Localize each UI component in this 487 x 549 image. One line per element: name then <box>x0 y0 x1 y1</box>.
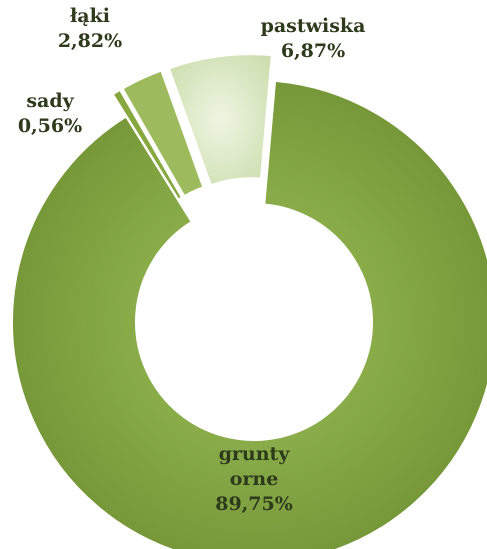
slice-label-grunty-orne: grunty orne 89,75% <box>215 443 293 515</box>
slice-name-label: sady <box>26 90 74 112</box>
slice-name-label: grunty <box>219 443 291 465</box>
slice-pastwiska <box>167 53 273 187</box>
slice-grunty-orne <box>11 79 487 549</box>
slice-name-label: orne <box>230 468 279 490</box>
slice-label-pastwiska: pastwiska 6,87% <box>261 15 366 62</box>
slice-value-label: 89,75% <box>215 493 293 515</box>
slice-value-label: 2,82% <box>58 30 122 52</box>
slice-łąki <box>121 69 205 198</box>
slice-label-sady: sady 0,56% <box>18 90 82 137</box>
slice-value-label: 0,56% <box>18 115 82 137</box>
slice-name-label: pastwiska <box>261 15 366 37</box>
slice-label-łąki: łąki 2,82% <box>58 5 122 52</box>
slice-name-label: łąki <box>70 5 110 27</box>
slice-sady <box>111 88 184 201</box>
slice-value-label: 6,87% <box>281 40 345 62</box>
